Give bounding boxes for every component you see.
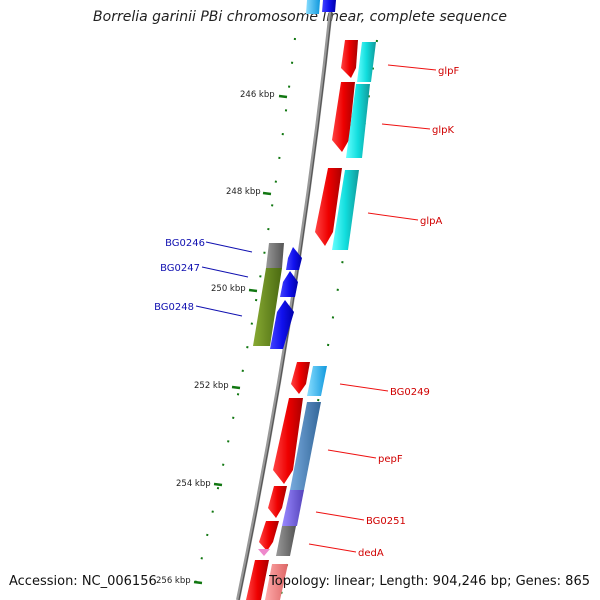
gene-glpF-cyan [357,42,376,82]
gene-pepF-cds [273,398,303,484]
chromosome-backbone [236,0,334,600]
gene-BG0247-olive [253,268,282,346]
gene-BG0246-cds [286,247,302,270]
gene-label-BG0247: BG0247 [160,263,200,274]
tick-label-252: 252 kbp [194,381,229,391]
gene-BG0249-cds [291,362,310,394]
gene-label-BG0251: BG0251 [366,516,406,527]
gene-label-glpA: glpA [420,216,442,227]
tick-label-256: 256 kbp [156,576,191,586]
gene-label-BG0249: BG0249 [390,387,430,398]
gene-bottom-partial-pink [265,564,288,600]
tick-label-246: 246 kbp [240,90,275,100]
gene-dedA-cds [259,521,279,551]
gene-glpA-cds [315,168,342,246]
map-title: Borrelia garinii PBi chromosome linear, … [93,9,507,25]
scale-tick-marks [193,94,288,585]
right-label-connectors [308,64,437,553]
gene-label-BG0246: BG0246 [165,238,205,249]
gene-BG0247-cds [280,271,298,297]
topology-label: Topology: linear; Length: 904,246 bp; Ge… [269,574,590,589]
gene-BG0251-cds [268,486,287,518]
gene-top-partial-blue [322,0,336,12]
gene-dedA-pink-marker [258,549,270,556]
gene-BG0251-purple [282,490,304,526]
scale-arc-inner [195,37,296,583]
gene-BG0248-cds [270,300,294,349]
gene-bottom-partial-cds [246,560,269,600]
gene-glpA-cyan [332,170,359,250]
chromosome-backbone-shadow [238,0,334,600]
gene-top-partial-cyan [306,0,320,14]
gene-pepF-steel [290,402,321,490]
tick-label-248: 248 kbp [226,187,261,197]
gene-label-glpK: glpK [432,125,454,136]
accession-label: Accession: NC_006156 [9,574,157,589]
gene-dedA-gray [276,526,296,556]
gene-label-dedA: dedA [358,548,384,559]
gene-label-glpF: glpF [438,66,459,77]
gene-glpF-cds [341,40,358,78]
gene-label-pepF: pepF [378,454,403,465]
left-label-connectors [195,241,253,317]
gene-label-BG0248: BG0248 [154,302,194,313]
gene-BG0246-gray [266,243,284,268]
gene-glpK-cyan [346,84,370,158]
gene-BG0249-lightblue [307,366,327,396]
tick-label-250: 250 kbp [211,284,246,294]
tick-label-254: 254 kbp [176,479,211,489]
